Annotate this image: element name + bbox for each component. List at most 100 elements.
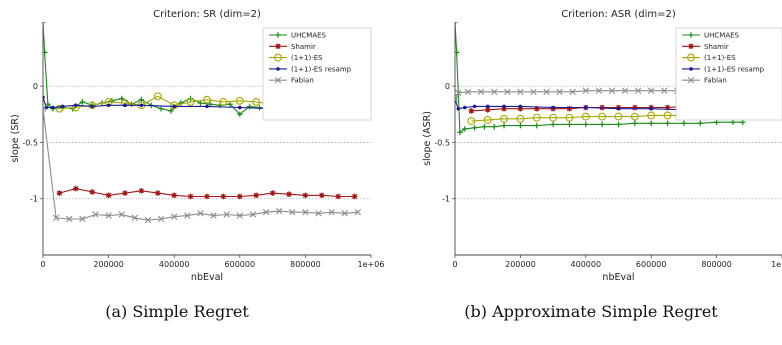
data-point-uhcmaes bbox=[713, 119, 720, 125]
data-point-uhcmaes bbox=[739, 119, 746, 125]
data-point-1-1-es bbox=[614, 112, 623, 121]
x-tick-label: 600000 bbox=[225, 260, 256, 269]
data-point-uhcmaes bbox=[583, 121, 589, 128]
data-point-1-1-es bbox=[647, 111, 656, 120]
x-axis-label: nbEval bbox=[602, 272, 634, 283]
data-point-1-1-es-resamp bbox=[205, 104, 209, 109]
data-point-shamir bbox=[89, 189, 95, 195]
data-point-1-1-es bbox=[186, 97, 195, 106]
data-point-uhcmaes bbox=[681, 120, 687, 127]
chart-panel-sr: Criterion: SR (dim=2) 0 -0.5 -1 0 200000 40000… bbox=[10, 9, 384, 283]
data-point-shamir bbox=[56, 190, 63, 196]
legend-label-uhcmaes: UHCMAES bbox=[704, 32, 740, 40]
data-point-fabian bbox=[595, 87, 603, 94]
data-point-shamir bbox=[187, 193, 194, 200]
x-tick-label: 1e+0 bbox=[771, 260, 782, 269]
data-point-1-1-es bbox=[549, 113, 558, 122]
data-point-fabian bbox=[328, 209, 335, 216]
data-point-shamir bbox=[302, 192, 309, 199]
x-axis-label: nbEval bbox=[191, 272, 223, 283]
data-point-fabian bbox=[144, 216, 152, 224]
data-point-fabian bbox=[477, 88, 485, 95]
data-point-1-1-es-resamp bbox=[123, 103, 127, 108]
data-point-1-1-es bbox=[565, 113, 574, 122]
data-point-fabian bbox=[118, 211, 125, 218]
data-point-fabian bbox=[289, 209, 296, 216]
data-point-fabian bbox=[455, 89, 462, 97]
data-point-uhcmaes bbox=[471, 125, 478, 131]
data-point-uhcmaes bbox=[730, 119, 736, 125]
data-point-1-1-es-resamp bbox=[616, 106, 621, 111]
data-point-1-1-es-resamp bbox=[584, 105, 588, 110]
data-point-fabian bbox=[504, 88, 511, 95]
data-point-1-1-es-resamp bbox=[74, 103, 78, 108]
data-point-fabian bbox=[66, 215, 73, 223]
caption-b: (b) Approximate Simple Regret bbox=[464, 302, 718, 321]
data-point-uhcmaes bbox=[227, 101, 233, 107]
legend-label-uhcmaes: UHCMAES bbox=[291, 32, 327, 40]
data-point-shamir bbox=[204, 193, 210, 200]
data-point-1-1-es bbox=[153, 92, 162, 101]
caption-a: (a) Simple Regret bbox=[105, 302, 249, 321]
data-point-fabian bbox=[249, 211, 257, 218]
legend-marker-1-1-es bbox=[687, 53, 695, 62]
legend-label-shamir: Shamir bbox=[704, 43, 729, 51]
data-point-1-1-es bbox=[598, 112, 607, 121]
data-point-shamir bbox=[171, 192, 177, 199]
data-point-uhcmaes bbox=[615, 121, 622, 128]
data-point-fabian bbox=[92, 211, 99, 218]
data-point-shamir bbox=[269, 190, 276, 196]
data-point-1-1-es-resamp bbox=[502, 104, 506, 109]
data-point-uhcmaes bbox=[697, 120, 704, 127]
data-point-1-1-es-resamp bbox=[456, 106, 461, 111]
data-point-fabian bbox=[315, 210, 322, 217]
legend-marker-shamir bbox=[688, 43, 694, 50]
legend-label-shamir: Shamir bbox=[291, 43, 316, 51]
data-point-uhcmaes bbox=[457, 129, 463, 136]
data-point-uhcmaes bbox=[533, 122, 540, 129]
data-point-1-1-es bbox=[532, 113, 541, 122]
y-tick-label: -1 bbox=[30, 195, 38, 204]
x-tick-label: 1e+06 bbox=[358, 260, 385, 269]
data-point-1-1-es-resamp bbox=[238, 105, 242, 110]
data-point-1-1-es-resamp bbox=[649, 106, 653, 111]
x-tick-label: 200000 bbox=[93, 260, 124, 269]
x-tick-label: 600000 bbox=[636, 260, 667, 269]
data-point-1-1-es-resamp bbox=[106, 103, 111, 108]
legend-box bbox=[675, 27, 782, 121]
data-point-fabian bbox=[354, 209, 362, 216]
data-point-shamir bbox=[335, 193, 341, 200]
data-point-fabian bbox=[556, 88, 563, 95]
data-point-shamir bbox=[533, 105, 540, 112]
data-point-shamir bbox=[253, 192, 259, 199]
data-point-uhcmaes bbox=[455, 49, 460, 56]
data-point-fabian bbox=[543, 88, 550, 95]
legend-marker-shamir bbox=[275, 43, 281, 50]
data-point-1-1-es bbox=[663, 111, 672, 120]
data-point-1-1-es-resamp bbox=[463, 105, 467, 110]
data-point-1-1-es-resamp bbox=[485, 104, 490, 109]
data-point-fabian bbox=[236, 212, 243, 219]
legend: UHCMAES Shamir (1+1)-ES (1+1)-ES resamp Fabi… bbox=[675, 27, 782, 121]
data-point-shamir bbox=[319, 192, 325, 199]
data-point-shamir bbox=[566, 105, 573, 112]
data-point-fabian bbox=[569, 88, 576, 95]
legend-marker-uhcmaes bbox=[275, 32, 281, 38]
data-point-1-1-es-resamp bbox=[518, 104, 523, 109]
data-point-fabian bbox=[455, 96, 459, 103]
data-point-uhcmaes bbox=[158, 105, 164, 112]
data-point-uhcmaes bbox=[664, 120, 671, 127]
legend-label-fabian: Fabian bbox=[704, 77, 727, 85]
data-point-shamir bbox=[517, 105, 524, 112]
legend-marker-1-1-es bbox=[274, 53, 282, 62]
legend-label-1-1-es-resamp: (1+1)-ES resamp bbox=[291, 65, 352, 73]
data-point-fabian bbox=[197, 210, 204, 217]
data-point-uhcmaes bbox=[197, 100, 204, 106]
data-point-1-1-es bbox=[55, 104, 64, 113]
data-point-fabian bbox=[648, 87, 655, 94]
data-point-uhcmaes bbox=[168, 108, 174, 114]
data-point-fabian bbox=[582, 87, 589, 94]
data-point-fabian bbox=[621, 87, 629, 94]
y-tick-label: -0.5 bbox=[22, 138, 38, 147]
data-point-shamir bbox=[351, 193, 358, 200]
